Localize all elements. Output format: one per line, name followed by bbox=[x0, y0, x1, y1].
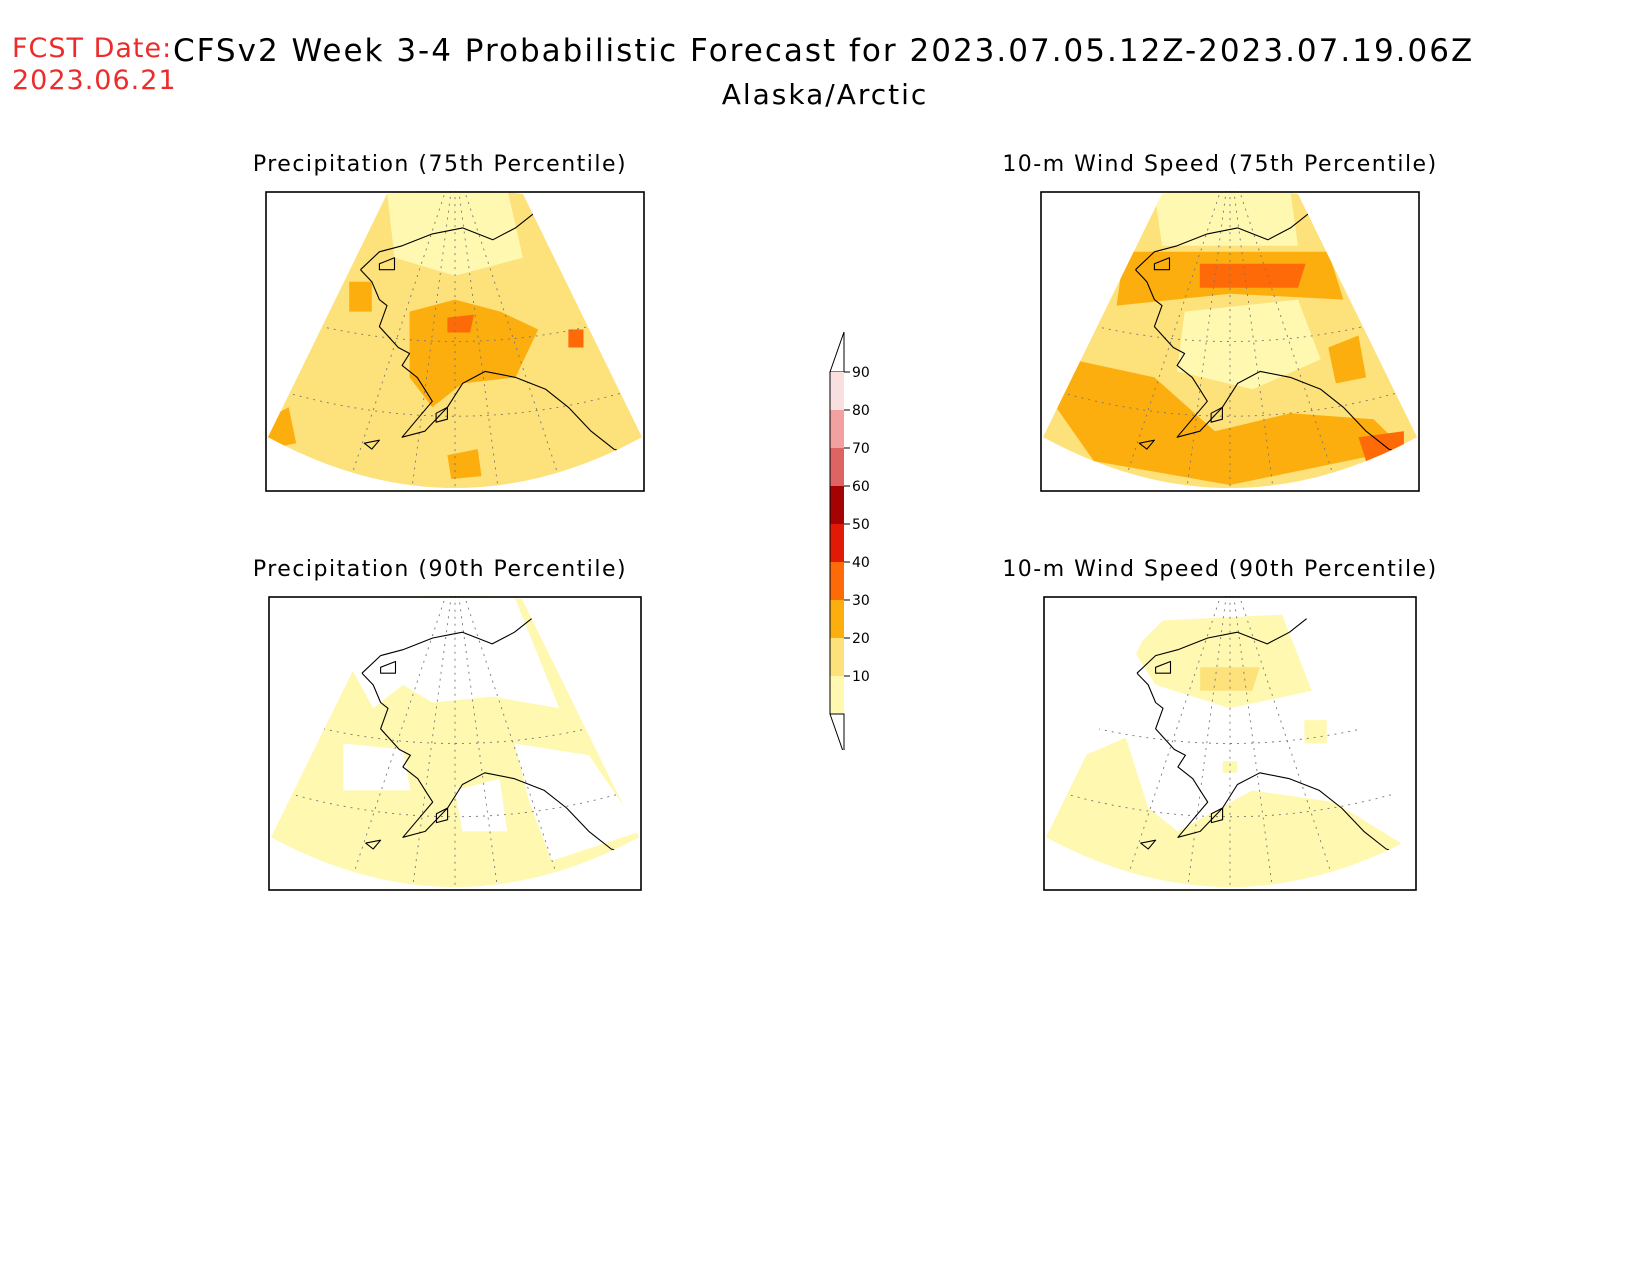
fcst-date-value: 2023.06.21 bbox=[12, 65, 177, 96]
colorbar-segment bbox=[830, 410, 844, 448]
longitude-line bbox=[454, 596, 501, 888]
colorbar-segment bbox=[830, 524, 844, 562]
probability-contour bbox=[1056, 359, 1404, 485]
panel-title-precip75: Precipitation (75th Percentile) bbox=[252, 152, 628, 177]
probability-contour bbox=[1304, 720, 1327, 744]
island-outline bbox=[363, 439, 380, 450]
colorbar-segment bbox=[830, 676, 844, 714]
longitude-line bbox=[1117, 596, 1231, 888]
panel-title-wind90: 10-m Wind Speed (90th Percentile) bbox=[1002, 557, 1438, 582]
probability-contour bbox=[514, 743, 639, 861]
colorbar-legend: 90 80 70 60 50 40 30 20 10 bbox=[829, 331, 870, 750]
colorbar-tick-label: 60 bbox=[852, 479, 870, 495]
island-outline bbox=[1210, 807, 1224, 824]
colorbar-segment bbox=[830, 562, 844, 600]
colorbar-segment bbox=[830, 486, 844, 524]
longitude-line bbox=[454, 191, 501, 489]
probability-contour bbox=[409, 299, 539, 408]
probability-contour bbox=[343, 743, 411, 791]
probability-contour bbox=[349, 281, 372, 312]
longitude-line bbox=[1229, 191, 1276, 489]
island-outline bbox=[378, 257, 396, 271]
coastline bbox=[361, 672, 639, 856]
island-outline bbox=[435, 807, 449, 824]
probability-contour bbox=[1200, 667, 1260, 691]
coastline bbox=[1135, 269, 1417, 456]
longitude-line bbox=[1229, 191, 1344, 489]
colorbar-tick-label: 40 bbox=[852, 555, 870, 571]
probability-contour bbox=[1154, 192, 1298, 246]
longitude-line bbox=[409, 596, 456, 888]
colorbar-tick-label: 50 bbox=[852, 517, 870, 533]
map-frame bbox=[265, 191, 645, 492]
colorbar-segment bbox=[830, 600, 844, 638]
probability-contour bbox=[447, 449, 482, 479]
wind90-map bbox=[1043, 596, 1417, 891]
forecast-title: CFSv2 Week 3-4 Probabilistic Forecast fo… bbox=[173, 33, 1475, 69]
longitude-line bbox=[454, 191, 569, 489]
coastline bbox=[1136, 614, 1320, 674]
probability-contour bbox=[455, 778, 508, 832]
wind75-map bbox=[1040, 191, 1420, 492]
precip90-map bbox=[268, 596, 642, 891]
island-outline bbox=[435, 406, 448, 423]
colorbar-segment bbox=[830, 372, 844, 410]
longitude-line bbox=[1184, 191, 1231, 489]
coastline bbox=[1135, 209, 1322, 271]
longitude-line bbox=[1229, 596, 1276, 888]
probability-contour bbox=[1328, 335, 1367, 384]
region-title: Alaska/Arctic bbox=[721, 78, 929, 111]
probability-contour bbox=[1199, 263, 1306, 288]
panel-title-precip90: Precipitation (90th Percentile) bbox=[252, 557, 628, 582]
island-outline bbox=[1210, 406, 1223, 423]
island-outline bbox=[1140, 839, 1157, 850]
island-outline bbox=[1153, 257, 1171, 271]
longitude-line bbox=[342, 596, 456, 888]
colorbar-tick-label: 20 bbox=[852, 631, 870, 647]
probability-contour bbox=[447, 314, 474, 333]
colorbar-tick-label: 80 bbox=[852, 403, 870, 419]
probability-contour bbox=[1177, 299, 1321, 390]
coastline bbox=[361, 614, 545, 674]
island-outline bbox=[1138, 439, 1155, 450]
coastline bbox=[360, 269, 642, 456]
longitude-line bbox=[341, 191, 456, 489]
probability-contour bbox=[1222, 761, 1238, 773]
island-outline bbox=[1155, 660, 1172, 674]
colorbar-tick-label: 70 bbox=[852, 441, 870, 457]
colorbar-tick-label: 30 bbox=[852, 593, 870, 609]
map-frame bbox=[1043, 596, 1417, 891]
precip75-map bbox=[265, 191, 645, 492]
map-frame bbox=[1040, 191, 1420, 492]
island-outline bbox=[365, 839, 382, 850]
longitude-line bbox=[1184, 596, 1231, 888]
island-outline bbox=[380, 660, 397, 674]
longitude-line bbox=[1116, 191, 1231, 489]
longitude-line bbox=[409, 191, 456, 489]
colorbar-tick-label: 90 bbox=[852, 365, 870, 381]
probability-contour bbox=[1133, 614, 1312, 709]
coastline bbox=[360, 209, 547, 271]
map-frame bbox=[268, 596, 642, 891]
fcst-date-label: FCST Date: bbox=[12, 33, 173, 64]
longitude-line bbox=[1229, 596, 1343, 888]
colorbar-segment bbox=[830, 448, 844, 486]
colorbar-segment bbox=[830, 638, 844, 676]
panel-title-wind75: 10-m Wind Speed (75th Percentile) bbox=[1002, 152, 1438, 177]
longitude-line bbox=[454, 596, 568, 888]
colorbar-top-triangle bbox=[829, 331, 845, 373]
colorbar-bottom-triangle bbox=[829, 713, 845, 750]
colorbar-tick-label: 10 bbox=[852, 669, 870, 685]
probability-contour bbox=[568, 329, 584, 348]
coastline bbox=[1136, 672, 1414, 856]
